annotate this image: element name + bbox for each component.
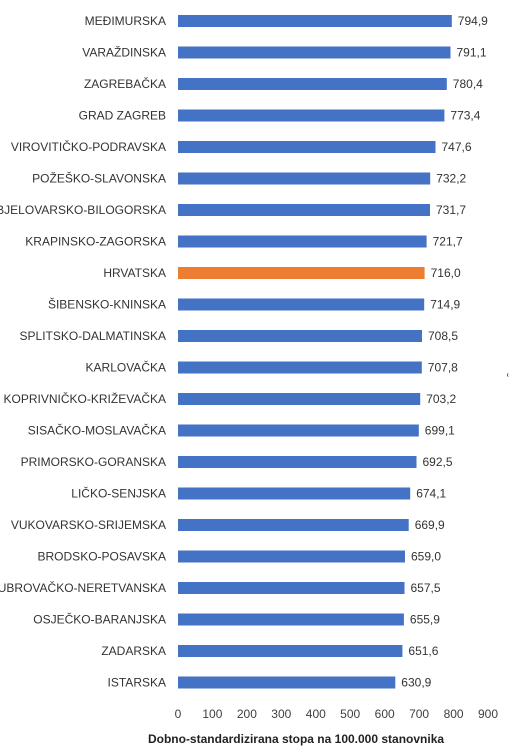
bar (178, 141, 436, 153)
category-label: KRAPINSKO-ZAGORSKA (25, 235, 166, 249)
value-label: 669,9 (415, 518, 445, 532)
bars-group (178, 15, 452, 689)
category-label: KARLOVAČKA (86, 360, 166, 375)
x-tick-label: 500 (340, 707, 360, 721)
x-tick-label: 0 (175, 707, 182, 721)
value-label: 699,1 (425, 424, 455, 438)
category-label: SISAČKO-MOSLAVAČKA (28, 423, 166, 438)
category-label: KOPRIVNIČKO-KRIŽEVAČKA (4, 391, 166, 406)
value-label: 692,5 (423, 455, 453, 469)
category-label: MEĐIMURSKA (85, 14, 166, 28)
value-label: 791,1 (457, 46, 487, 60)
bar (178, 645, 403, 657)
category-label: BRODSKO-POSAVSKA (38, 550, 166, 564)
category-label: LIČKO-SENJSKA (71, 486, 166, 501)
value-label: 657,5 (411, 581, 441, 595)
value-labels-group: 794,9 791,1 780,4 773,4 747,6 732,2 731,7 721,7… (401, 14, 488, 690)
category-label: PRIMORSKO-GORANSKA (21, 455, 166, 469)
value-label: 731,7 (436, 203, 466, 217)
bar (178, 78, 447, 90)
value-label: 721,7 (433, 235, 463, 249)
bar (178, 267, 425, 279)
edge-mark (507, 373, 511, 377)
value-label: 708,5 (428, 329, 458, 343)
bar (178, 330, 422, 342)
value-label: 716,0 (431, 266, 461, 280)
value-label: 773,4 (450, 109, 480, 123)
bar (178, 109, 445, 122)
bar (178, 676, 396, 689)
category-label: GRAD ZAGREB (79, 109, 166, 123)
bar (178, 456, 417, 468)
bar (178, 613, 404, 626)
category-label: ZADARSKA (101, 644, 166, 658)
bar (178, 361, 422, 374)
value-label: 630,9 (401, 676, 431, 690)
category-label: VIROVITIČKO-PODRAVSKA (11, 139, 166, 154)
bar (178, 298, 425, 311)
category-label: POŽEŠKO-SLAVONSKA (32, 171, 166, 186)
value-label: 794,9 (458, 14, 488, 28)
bar (178, 15, 452, 27)
x-tick-label: 100 (202, 707, 222, 721)
value-label: 707,8 (428, 361, 458, 375)
value-label: 651,6 (408, 644, 438, 658)
bar (178, 550, 405, 563)
x-tick-label: 700 (409, 707, 429, 721)
value-label: 732,2 (436, 172, 466, 186)
x-tick-label: 300 (271, 707, 291, 721)
x-tick-label: 600 (375, 707, 395, 721)
bar (178, 46, 451, 59)
value-label: 780,4 (453, 77, 483, 91)
x-tick-label: 800 (444, 707, 464, 721)
category-label: HRVATSKA (103, 266, 166, 280)
value-label: 659,0 (411, 550, 441, 564)
x-tick-label: 900 (478, 707, 498, 721)
category-label: SPLITSKO-DALMATINSKA (20, 329, 166, 343)
value-label: 747,6 (442, 140, 472, 154)
bar (178, 487, 411, 500)
bar (178, 393, 421, 405)
value-label: 703,2 (426, 392, 456, 406)
x-axis-label: Dobno-standardizirana stopa na 100.000 s… (148, 732, 444, 746)
bar (178, 582, 405, 594)
category-label: VARAŽDINSKA (82, 45, 166, 60)
bar (178, 204, 430, 216)
bar (178, 172, 431, 185)
category-label: ISTARSKA (108, 676, 166, 690)
x-tick-label: 400 (306, 707, 326, 721)
x-tick-label: 200 (237, 707, 257, 721)
value-label: 674,1 (416, 487, 446, 501)
value-label: 714,9 (430, 298, 460, 312)
category-label: DUBROVAČKO-NERETVANSKA (0, 580, 166, 595)
category-label: BJELOVARSKO-BILOGORSKA (0, 203, 166, 217)
x-axis-ticks-group: 0 100 200 300 400 500 600 700 800 900 (175, 707, 499, 721)
category-labels-group: MEĐIMURSKA VARAŽDINSKA ZAGREBAČKA GRAD ZAGR… (0, 14, 166, 690)
category-label: OSJEČKO-BARANJSKA (33, 612, 166, 627)
bar (178, 235, 427, 248)
category-label: ŠIBENSKO-KNINSKA (48, 297, 166, 312)
bar (178, 424, 419, 437)
category-label: VUKOVARSKO-SRIJEMSKA (11, 518, 166, 532)
category-label: ZAGREBAČKA (84, 76, 166, 91)
bar (178, 519, 409, 531)
value-label: 655,9 (410, 613, 440, 627)
